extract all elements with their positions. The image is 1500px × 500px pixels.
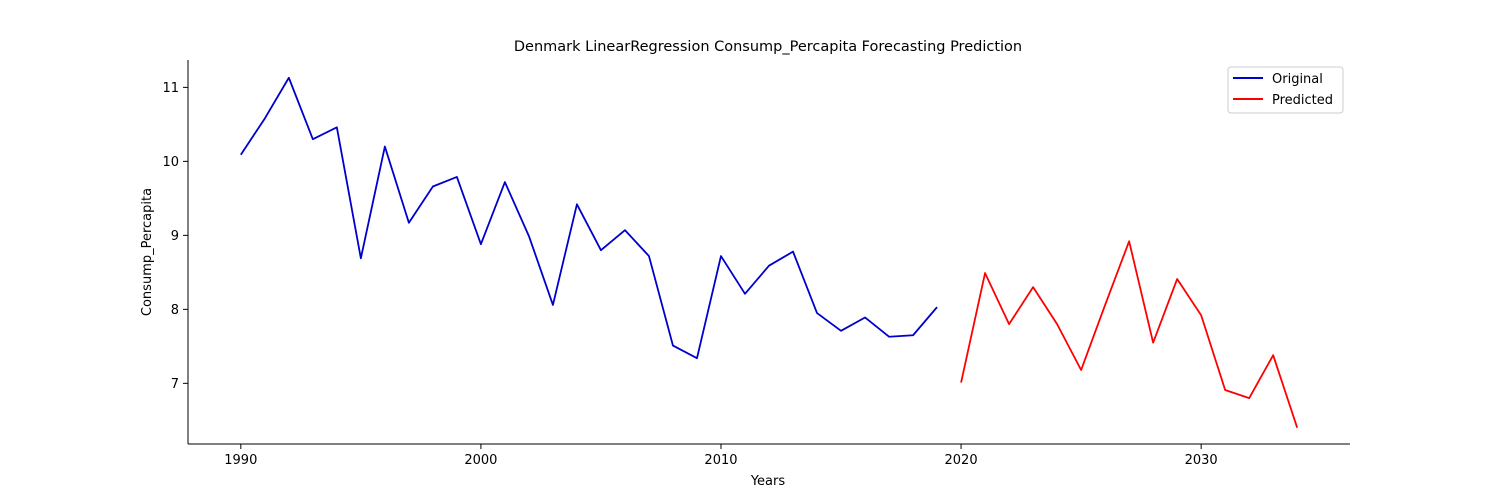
- y-tick-label: 11: [162, 81, 179, 96]
- x-axis-label: Years: [750, 474, 786, 489]
- series-line-predicted: [960, 240, 1299, 429]
- x-tick-label: 2030: [1185, 453, 1218, 468]
- series-line-original: [240, 76, 938, 360]
- y-axis-ticks: 7 8 9 10 11: [162, 81, 188, 392]
- y-tick-label: 9: [171, 229, 179, 244]
- x-tick-label: 2000: [464, 453, 497, 468]
- y-tick-label: 8: [171, 303, 179, 318]
- x-axis-ticks: 1990 2000 2010 2020 2030: [224, 444, 1218, 468]
- x-tick-label: 2010: [704, 453, 737, 468]
- chart-title: Denmark LinearRegression Consump_Percapi…: [514, 39, 1022, 55]
- legend: Original Predicted: [1227, 66, 1344, 114]
- legend-label-original: Original: [1272, 72, 1323, 87]
- legend-label-predicted: Predicted: [1272, 93, 1333, 108]
- plot-area: [240, 76, 1299, 429]
- x-tick-label: 2020: [945, 453, 978, 468]
- y-tick-label: 7: [171, 377, 179, 392]
- y-axis-label: Consump_Percapita: [140, 188, 155, 316]
- y-tick-label: 10: [162, 155, 179, 170]
- x-tick-label: 1990: [224, 453, 257, 468]
